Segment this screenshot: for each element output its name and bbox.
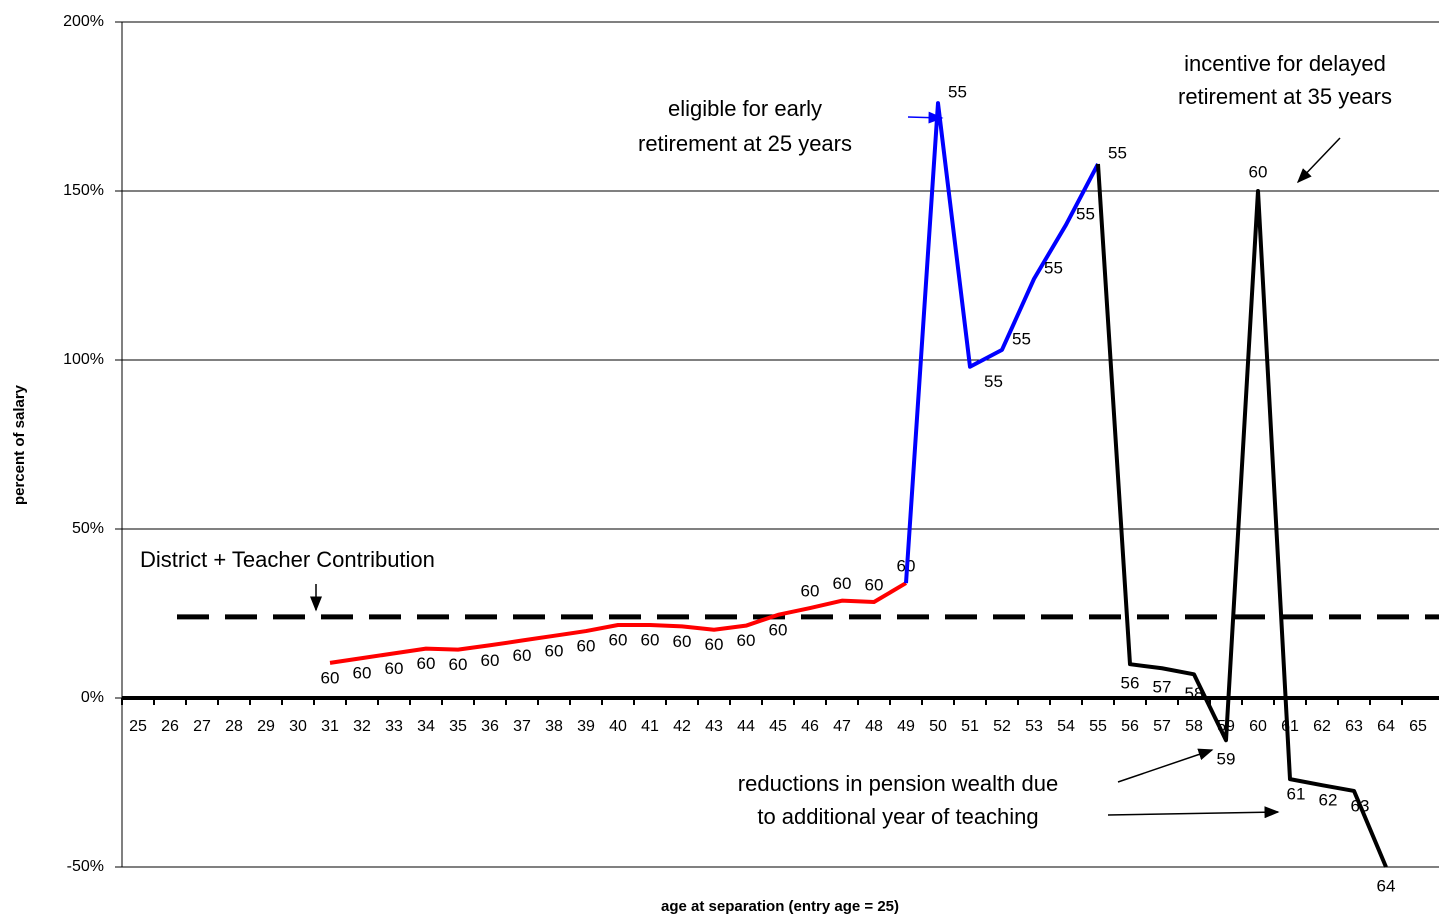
x-tick-label: 48 <box>865 718 883 735</box>
y-tick-label: 100% <box>63 351 104 368</box>
data-label: 60 <box>545 641 564 660</box>
x-tick-label: 29 <box>257 718 275 735</box>
data-label: 63 <box>1351 796 1370 815</box>
data-label: 55 <box>1044 258 1063 277</box>
data-label: 60 <box>833 574 852 593</box>
annotation: to additional year of teaching <box>757 804 1038 829</box>
data-label: 60 <box>513 646 532 665</box>
data-label: 60 <box>1249 162 1268 181</box>
x-tick-label: 44 <box>737 718 755 735</box>
x-tick-label: 65 <box>1409 718 1427 735</box>
data-label: 60 <box>705 635 724 654</box>
arrow <box>1107 806 1280 819</box>
data-label: 60 <box>417 654 436 673</box>
x-tick-label: 37 <box>513 718 531 735</box>
data-label: 60 <box>481 651 500 670</box>
arrow <box>1117 748 1214 783</box>
x-tick-label: 63 <box>1345 718 1363 735</box>
x-tick-label: 36 <box>481 718 499 735</box>
x-tick-label: 53 <box>1025 718 1043 735</box>
y-tick-label: -50% <box>67 858 104 875</box>
annotation: reductions in pension wealth due <box>738 771 1058 796</box>
annotation: eligible for early <box>668 96 822 121</box>
x-tick-label: 57 <box>1153 718 1171 735</box>
x-tick-label: 61 <box>1281 718 1299 735</box>
data-label: 60 <box>577 637 596 656</box>
x-tick-label: 45 <box>769 718 787 735</box>
data-label: 60 <box>865 575 884 594</box>
data-label: 60 <box>321 668 340 687</box>
data-label: 60 <box>449 655 468 674</box>
x-tick-label: 60 <box>1249 718 1267 735</box>
x-tick-label: 42 <box>673 718 691 735</box>
data-label: 55 <box>984 372 1003 391</box>
series-line <box>1096 163 1388 868</box>
x-tick-label: 62 <box>1313 718 1331 735</box>
data-label: 55 <box>1108 143 1127 162</box>
x-tick-label: 55 <box>1089 718 1107 735</box>
x-tick-label: 25 <box>129 718 147 735</box>
data-label: 62 <box>1319 791 1338 810</box>
y-tick-label: 0% <box>81 689 104 706</box>
x-tick-label: 56 <box>1121 718 1139 735</box>
data-label: 60 <box>769 620 788 639</box>
annotation: retirement at 35 years <box>1178 84 1392 109</box>
y-tick-label: 150% <box>63 182 104 199</box>
x-tick-label: 30 <box>289 718 307 735</box>
x-tick-label: 32 <box>353 718 371 735</box>
data-label: 59 <box>1217 750 1236 769</box>
x-tick-label: 64 <box>1377 718 1395 735</box>
annotation: retirement at 25 years <box>638 131 852 156</box>
x-tick-label: 31 <box>321 718 339 735</box>
x-tick-label: 50 <box>929 718 947 735</box>
annotation: incentive for delayed <box>1184 51 1386 76</box>
data-label: 55 <box>948 83 967 102</box>
x-tick-label: 35 <box>449 718 467 735</box>
x-tick-label: 38 <box>545 718 563 735</box>
y-axis-title: percent of salary <box>11 384 28 505</box>
x-tick-label: 54 <box>1057 718 1075 735</box>
data-label: 60 <box>801 582 820 601</box>
x-tick-label: 40 <box>609 718 627 735</box>
data-label: 56 <box>1121 674 1140 693</box>
x-tick-label: 58 <box>1185 718 1203 735</box>
data-label: 57 <box>1153 678 1172 697</box>
series-line <box>904 101 1100 584</box>
x-tick-label: 43 <box>705 718 723 735</box>
x-tick-label: 39 <box>577 718 595 735</box>
data-label: 60 <box>609 630 628 649</box>
data-label: 61 <box>1287 785 1306 804</box>
y-tick-label: 200% <box>63 13 104 30</box>
y-tick-label: 50% <box>72 520 104 537</box>
data-label: 60 <box>737 631 756 650</box>
data-label: 60 <box>641 630 660 649</box>
x-tick-label: 47 <box>833 718 851 735</box>
x-tick-label: 33 <box>385 718 403 735</box>
data-label: 60 <box>353 664 372 683</box>
arrow <box>1296 137 1341 184</box>
x-tick-label: 51 <box>961 718 979 735</box>
reference-label: District + Teacher Contribution <box>140 547 435 572</box>
x-tick-label: 52 <box>993 718 1011 735</box>
x-tick-label: 34 <box>417 718 435 735</box>
data-label: 58 <box>1185 684 1204 703</box>
data-label: 55 <box>1076 204 1095 223</box>
x-tick-label: 41 <box>641 718 659 735</box>
x-tick-label: 46 <box>801 718 819 735</box>
data-label: 60 <box>385 659 404 678</box>
series-line <box>329 581 908 665</box>
x-tick-label: 26 <box>161 718 179 735</box>
x-tick-label: 49 <box>897 718 915 735</box>
x-axis-title: age at separation (entry age = 25) <box>661 898 899 915</box>
data-label: 60 <box>673 632 692 651</box>
data-label: 55 <box>1012 329 1031 348</box>
x-tick-label: 27 <box>193 718 211 735</box>
data-label: 64 <box>1377 876 1396 895</box>
x-tick-label: 28 <box>225 718 243 735</box>
